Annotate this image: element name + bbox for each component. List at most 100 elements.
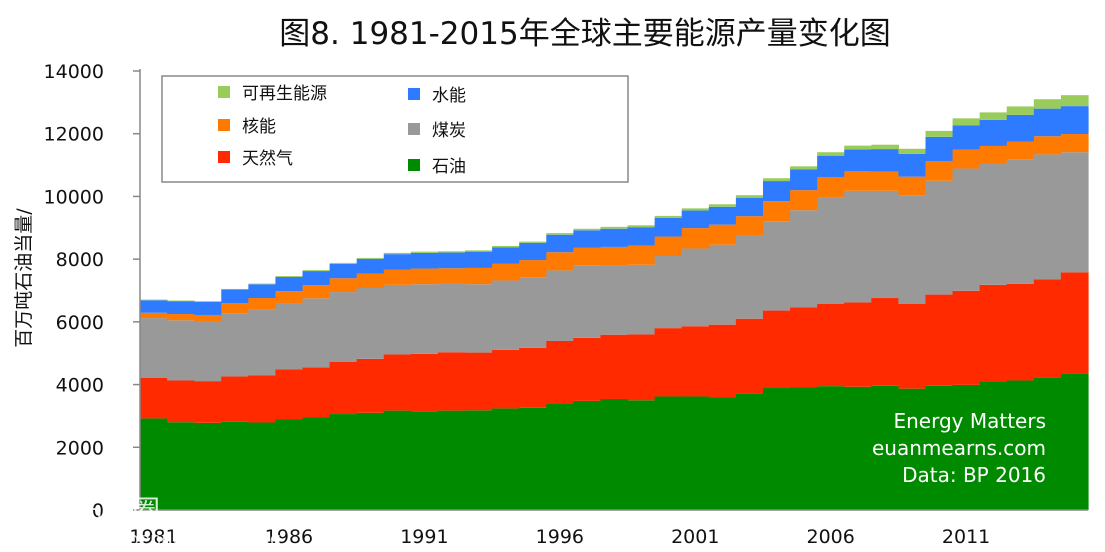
bar-segment-1986-5 (275, 276, 304, 278)
bar-segment-2010-1 (925, 294, 954, 386)
bar-segment-2006-5 (817, 152, 845, 156)
bar-segment-1997-3 (573, 247, 602, 266)
y-tick-label: 10000 (44, 186, 104, 208)
bar-segment-2008-1 (871, 298, 899, 386)
source-annotation: Energy Matters euanmearns.com Data: BP 2… (872, 409, 1046, 487)
bar-segment-1983-1 (194, 381, 222, 423)
bar-segment-1985-3 (248, 298, 277, 310)
bar-segment-1983-2 (194, 321, 222, 382)
bar-segment-2013-5 (1006, 106, 1035, 115)
bar-segment-1993-5 (465, 250, 493, 252)
bar-segment-1996-4 (546, 234, 574, 253)
bar-segment-2003-1 (735, 318, 764, 394)
bar-segment-1997-2 (573, 265, 602, 338)
bar-segment-2014-5 (1033, 99, 1062, 109)
bar-segment-1984-2 (221, 313, 249, 377)
bar-segment-2012-2 (979, 163, 1008, 285)
bar-segment-1989-3 (356, 273, 385, 288)
bar-segment-1995-0 (519, 407, 547, 510)
bar-segment-2006-4 (817, 155, 845, 177)
bar-segment-1986-4 (275, 277, 304, 292)
bar-segment-1999-3 (627, 245, 656, 265)
bar-segment-2002-4 (708, 206, 737, 225)
bar-segment-1996-0 (546, 404, 574, 510)
bar-segment-1991-3 (410, 268, 439, 285)
bar-segment-1996-3 (546, 252, 574, 271)
bar-segment-1996-1 (546, 340, 574, 405)
wechat-icon (24, 490, 56, 522)
bar-segment-1995-2 (519, 277, 547, 348)
bar-segment-2011-5 (952, 118, 981, 126)
bar-segment-2001-1 (681, 326, 710, 397)
y-tick-label: 4000 (56, 375, 104, 397)
x-tick-label: 1996 (536, 526, 584, 548)
bar-segment-1999-1 (627, 334, 656, 401)
bar-segment-2013-3 (1006, 141, 1035, 160)
bar-segment-2007-3 (844, 171, 872, 191)
bar-segment-1992-2 (437, 283, 466, 353)
y-axis: 0 2000 4000 6000 8000 10000 12000 14000 (44, 61, 141, 522)
bar-segment-2015-0 (1060, 373, 1089, 510)
bar-segment-1991-1 (410, 353, 439, 412)
bar-segment-1985-0 (248, 422, 277, 510)
bar-segment-2007-1 (844, 302, 872, 387)
bar-segment-1982-2 (167, 320, 195, 381)
watermark-name: 石油圈 (76, 494, 160, 527)
bar-segment-1992-5 (437, 251, 466, 253)
y-tick-label: 12000 (44, 124, 104, 146)
bar-segment-1988-0 (329, 414, 358, 510)
bar-segment-1992-4 (437, 252, 466, 269)
bar-segment-1986-1 (275, 369, 304, 420)
bar-segment-2004-1 (762, 310, 791, 389)
bar-segment-1987-0 (302, 417, 331, 510)
bar-segment-2009-4 (898, 153, 927, 177)
wechat-icon-dot (46, 502, 70, 526)
bar-segment-2000-0 (654, 396, 683, 510)
bar-segment-1995-4 (519, 242, 547, 261)
bar-segment-1983-5 (194, 301, 222, 302)
legend-swatch (218, 119, 230, 131)
bar-segment-2015-5 (1060, 95, 1089, 107)
bar-segment-2012-4 (979, 119, 1008, 146)
bar-segment-1983-0 (194, 422, 222, 510)
bar-segment-2014-4 (1033, 108, 1062, 137)
bar-segment-1982-0 (167, 422, 195, 510)
bar-segment-2012-3 (979, 145, 1008, 164)
bar-segment-1988-4 (329, 263, 358, 279)
bar-segment-2000-5 (654, 215, 683, 218)
bar-segment-1996-5 (546, 233, 574, 235)
legend-swatch (408, 159, 420, 171)
y-tick-label: 0 (92, 500, 104, 522)
annotation-line-3: Data: BP 2016 (902, 463, 1046, 487)
bar-segment-2001-0 (681, 396, 710, 510)
x-axis: 1981 1986 1991 1996 2001 2006 2011 (129, 509, 1088, 548)
plot-area (140, 71, 1089, 510)
annotation-line-2: euanmearns.com (872, 436, 1046, 460)
bar-segment-2000-4 (654, 217, 683, 237)
bar-segment-2009-2 (898, 195, 927, 304)
bar-segment-1997-5 (573, 228, 602, 231)
legend-label: 石油 (432, 157, 466, 177)
bar-segment-1987-2 (302, 298, 331, 368)
legend-label: 可再生能源 (242, 84, 327, 104)
bar-segment-2008-0 (871, 385, 899, 510)
bar-segment-2011-3 (952, 149, 981, 169)
bar-segment-1987-3 (302, 285, 331, 299)
bar-segment-2011-2 (952, 168, 981, 291)
bar-segment-2007-2 (844, 190, 872, 303)
legend-box (161, 75, 629, 183)
bar-segment-1998-4 (600, 228, 629, 247)
bar-segment-1999-5 (627, 225, 656, 228)
bar-segment-2001-4 (681, 210, 710, 229)
bar-segment-1993-1 (465, 352, 493, 411)
bar-segment-2003-2 (735, 235, 764, 319)
bar-segment-1989-1 (356, 358, 385, 413)
bar-segment-1989-4 (356, 258, 385, 274)
bar-segment-2006-0 (817, 386, 845, 510)
bar-segment-1998-1 (600, 334, 629, 399)
bar-segment-1997-1 (573, 337, 602, 401)
bar-segment-2013-1 (1006, 283, 1035, 381)
bar-segment-1981-1 (140, 377, 168, 419)
bar-segment-1997-4 (573, 230, 602, 248)
